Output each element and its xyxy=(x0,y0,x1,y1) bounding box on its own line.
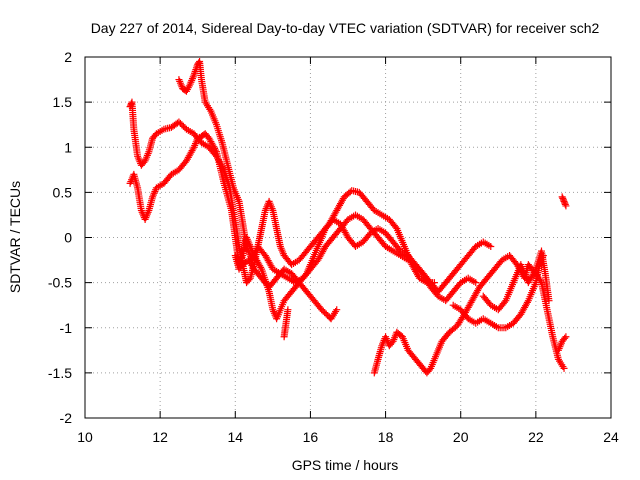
data-point-marker xyxy=(561,199,569,207)
series-track-5 xyxy=(280,306,292,341)
data-markers xyxy=(126,58,570,377)
x-tick-label: 16 xyxy=(303,429,319,445)
y-tick-label: -0.5 xyxy=(48,275,72,291)
data-point-marker xyxy=(559,196,567,204)
x-axis-label: GPS time / hours xyxy=(292,457,399,473)
data-point-marker xyxy=(257,263,265,271)
y-axis-label: SDTVAR / TECUs xyxy=(7,181,23,293)
data-point-marker xyxy=(189,145,197,153)
series-track-3 xyxy=(175,58,495,296)
data-point-marker xyxy=(212,146,220,154)
y-tick-label: 0 xyxy=(64,230,72,246)
data-point-marker xyxy=(487,243,495,251)
data-point-marker xyxy=(560,197,568,205)
data-point-marker xyxy=(562,202,570,210)
data-point-marker xyxy=(562,333,570,341)
series-track-2 xyxy=(126,130,480,323)
x-tick-label: 14 xyxy=(227,429,243,445)
data-point-marker xyxy=(561,200,569,208)
x-tick-label: 24 xyxy=(603,429,619,445)
x-tick-label: 20 xyxy=(453,429,469,445)
data-point-marker xyxy=(559,194,567,202)
y-tick-label: 2 xyxy=(64,49,72,65)
plot-frame xyxy=(84,56,612,419)
series-track-4 xyxy=(231,252,341,323)
x-tick-label: 12 xyxy=(152,429,168,445)
axes: 10 12 14 16 18 20 22 24 2 1.5 1 0.5 0 -0.5 -1 -1.5 -2 xyxy=(48,49,619,445)
data-point-marker xyxy=(333,306,341,314)
series-track-8 xyxy=(449,252,547,332)
data-point-marker xyxy=(523,298,531,306)
y-tick-label: -2 xyxy=(60,410,73,426)
data-point-marker xyxy=(284,306,292,314)
data-point-marker xyxy=(127,101,135,109)
grid xyxy=(85,57,611,418)
series-track-9 xyxy=(558,193,570,210)
data-point-marker xyxy=(392,223,400,231)
y-tick-label: 0.5 xyxy=(53,184,73,200)
x-tick-label: 22 xyxy=(528,429,544,445)
data-point-marker xyxy=(561,334,569,342)
series-track-10 xyxy=(554,333,570,354)
data-point-marker xyxy=(560,364,568,372)
data-point-marker xyxy=(558,193,566,201)
x-tick-label: 10 xyxy=(77,429,93,445)
chart-title: Day 227 of 2014, Sidereal Day-to-day VTE… xyxy=(91,20,600,36)
y-tick-label: 1.5 xyxy=(53,94,73,110)
data-point-marker xyxy=(472,279,480,287)
x-tick-label: 18 xyxy=(378,429,394,445)
data-point-marker xyxy=(501,298,509,306)
y-tick-label: 1 xyxy=(64,139,72,155)
y-tick-label: -1.5 xyxy=(48,365,72,381)
y-tick-label: -1 xyxy=(60,320,73,336)
data-point-marker xyxy=(539,252,547,260)
data-point-marker xyxy=(545,297,553,305)
